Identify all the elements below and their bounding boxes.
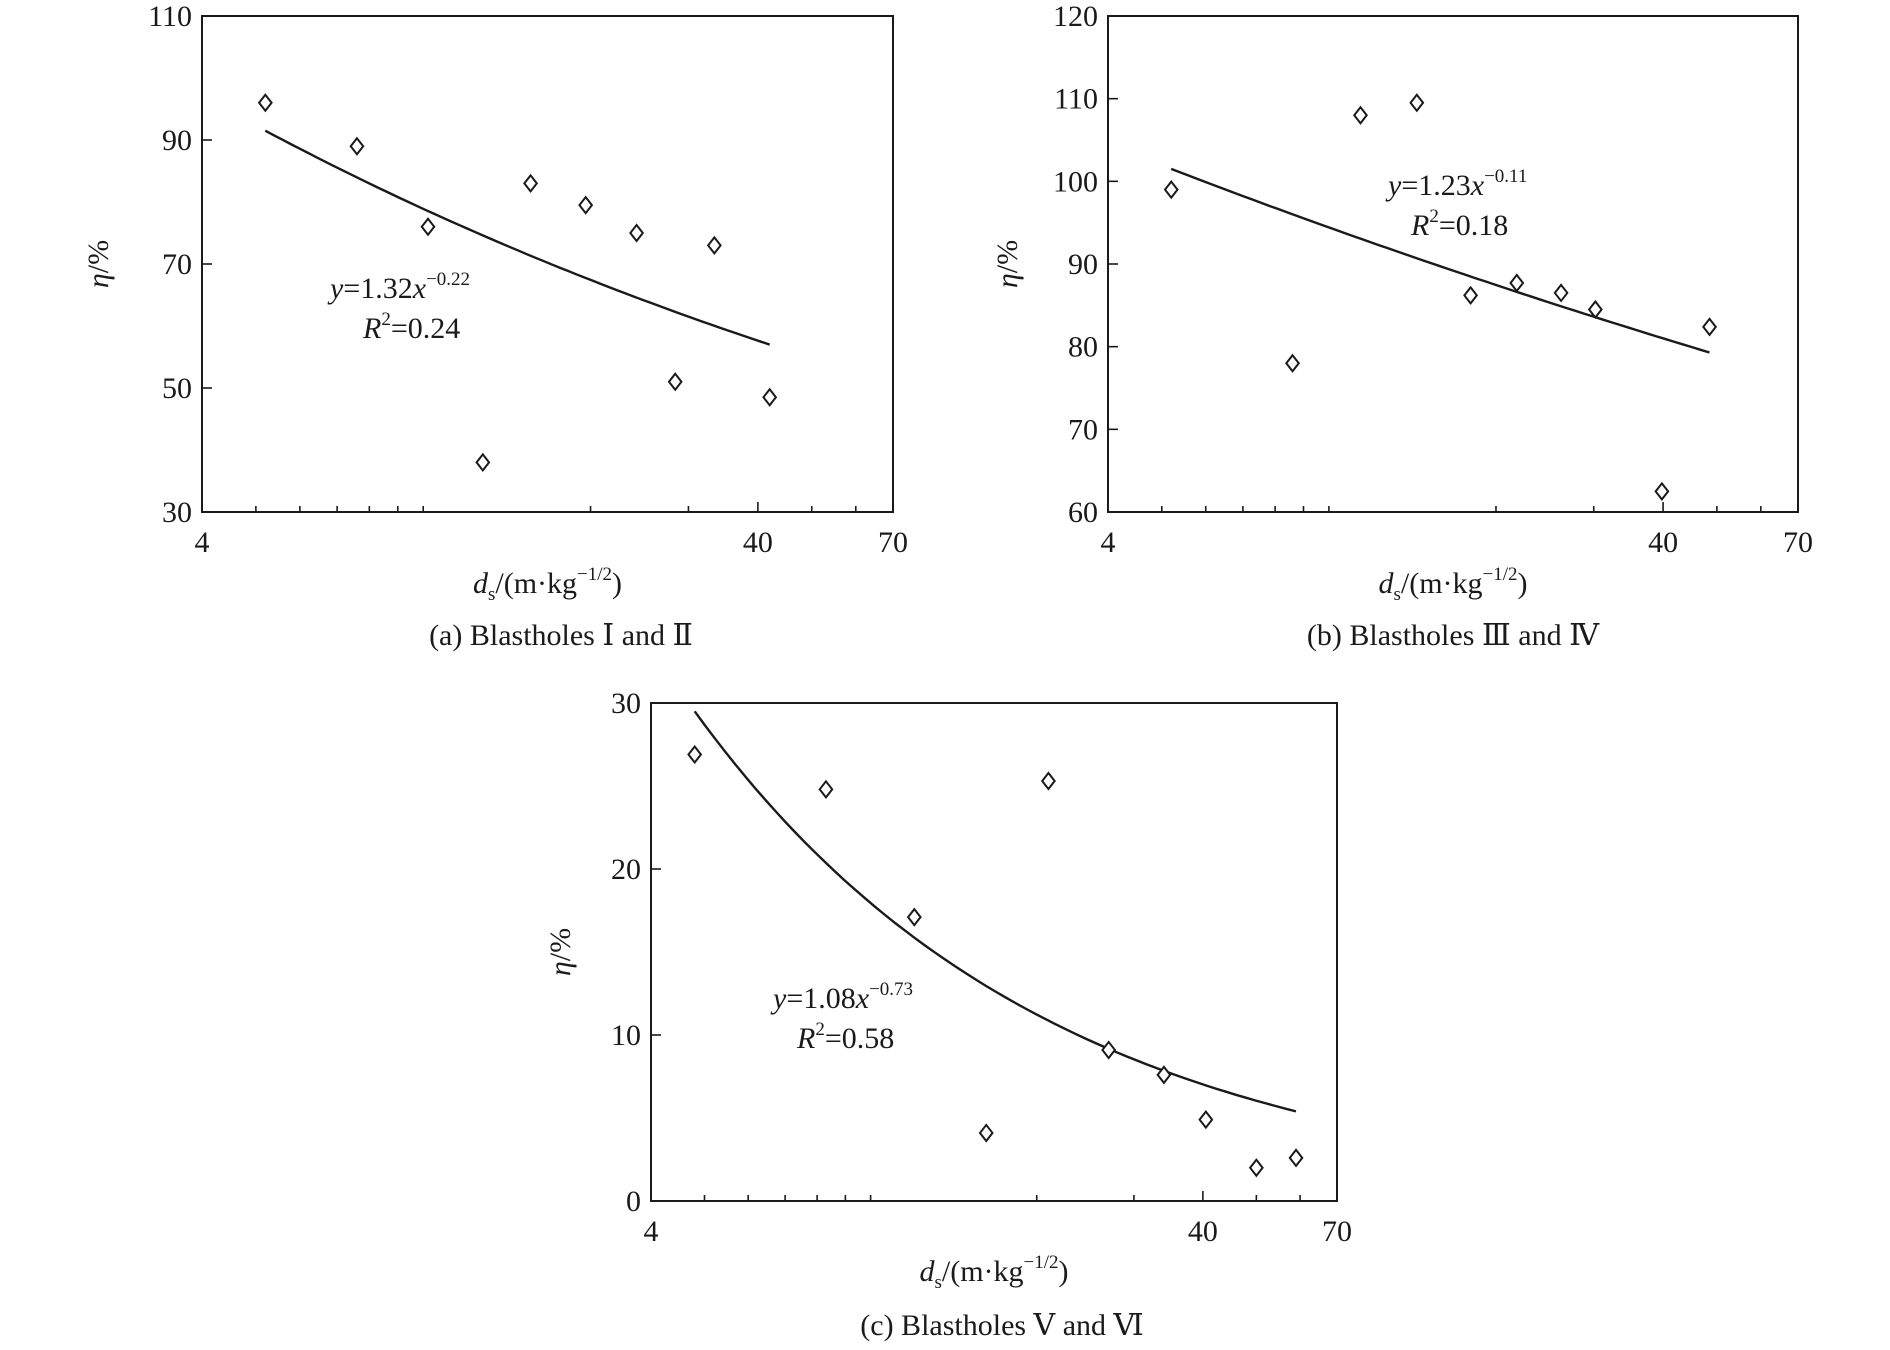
r-squared: R2=0.58 <box>796 1019 894 1055</box>
data-point-diamond <box>1409 93 1425 113</box>
y-tick-label: 30 <box>611 687 641 720</box>
x-tick-label: 4 <box>195 526 210 559</box>
data-point-diamond <box>1463 285 1479 306</box>
y-tick-label: 90 <box>1068 248 1098 281</box>
data-point-diamond <box>818 779 834 799</box>
data-point-diamond <box>1553 283 1569 303</box>
y-tick-label: 110 <box>148 0 192 33</box>
data-point-diamond <box>523 173 539 194</box>
data-point-diamond <box>629 223 645 243</box>
y-tick-label: 60 <box>1068 496 1098 529</box>
x-axis-label: ds/(m·kg−1/2) <box>1378 564 1527 605</box>
data-point-diamond <box>1101 1040 1117 1060</box>
data-point-diamond <box>475 452 491 473</box>
y-tick-label: 80 <box>1068 331 1098 364</box>
x-tick-label: 70 <box>878 526 908 559</box>
x-tick-label: 40 <box>1188 1215 1218 1248</box>
x-axis-label: ds/(m·kg−1/2) <box>473 564 622 605</box>
fit-curve <box>264 129 771 346</box>
y-axis-label: η/% <box>82 240 115 288</box>
data-point-diamond <box>349 136 365 156</box>
data-point-diamond <box>978 1123 994 1143</box>
y-tick-label: 20 <box>611 853 641 886</box>
y-tick-label: 70 <box>1068 413 1098 446</box>
data-point-diamond <box>1587 299 1603 320</box>
fit-equation: y=1.08x−0.73 <box>770 979 913 1015</box>
fit-equation: y=1.23x−0.11 <box>1385 166 1527 202</box>
data-point-diamond <box>1702 317 1718 337</box>
chart-panel-1: 4 40 70 30 50 70 90 110 y=1.32x−0.22 R2=0.24 ds/(m… <box>82 0 908 652</box>
y-tick-label: 100 <box>1053 165 1098 198</box>
y-axis-label: η/% <box>544 928 577 976</box>
data-point-diamond <box>762 387 778 407</box>
data-point-diamond <box>687 744 703 765</box>
panel-caption: (b) Blastholes Ⅲ and Ⅳ <box>1307 619 1600 652</box>
data-point-diamond <box>257 93 273 113</box>
fit-curve <box>1170 167 1710 354</box>
panel-caption: (a) Blastholes Ⅰ and Ⅱ <box>429 619 693 652</box>
y-axis-label: η/% <box>991 240 1024 288</box>
data-point-diamond <box>1163 179 1179 200</box>
x-tick-label: 40 <box>1648 526 1678 559</box>
y-tick-label: 90 <box>162 124 192 157</box>
y-tick-label: 10 <box>611 1019 641 1052</box>
fit-equation: y=1.32x−0.22 <box>327 269 470 305</box>
data-point-diamond <box>706 235 722 256</box>
data-point-diamond <box>1040 771 1056 791</box>
y-tick-label: 110 <box>1054 83 1098 116</box>
fit-curve <box>693 710 1297 1113</box>
y-tick-label: 0 <box>626 1185 641 1218</box>
panel-caption: (c) Blastholes Ⅴ and Ⅵ <box>860 1309 1143 1342</box>
x-tick-label: 4 <box>1101 526 1116 559</box>
chart-panel-3: 4 40 70 0 10 20 30 y=1.08x−0.73 R2=0.58 ds/(m·kg−… <box>544 687 1352 1342</box>
plot-frame <box>1107 15 1799 513</box>
x-axis-label: ds/(m·kg−1/2) <box>919 1252 1068 1293</box>
data-point-diamond <box>1654 481 1670 501</box>
r-squared: R2=0.24 <box>362 309 460 345</box>
data-point-diamond <box>1198 1110 1214 1130</box>
x-tick-label: 40 <box>743 526 773 559</box>
x-tick-label: 70 <box>1783 526 1813 559</box>
y-tick-label: 120 <box>1053 0 1098 33</box>
y-tick-label: 30 <box>162 496 192 529</box>
x-tick-label: 4 <box>644 1215 659 1248</box>
data-point-diamond <box>1352 105 1368 125</box>
x-tick-label: 70 <box>1322 1215 1352 1248</box>
data-point-diamond <box>1285 353 1301 373</box>
data-point-diamond <box>1288 1148 1304 1168</box>
data-point-diamond <box>667 372 683 392</box>
data-point-diamond <box>1248 1158 1264 1178</box>
plot-frame <box>650 702 1338 1202</box>
data-point-diamond <box>578 195 594 215</box>
y-tick-label: 70 <box>162 248 192 281</box>
data-point-diamond <box>420 217 436 237</box>
data-point-diamond <box>1509 273 1525 293</box>
y-tick-label: 50 <box>162 372 192 405</box>
chart-panel-2: 4 40 70 60 70 80 90 100 110 120 y=1.23x−0.11 R2=0.1… <box>991 0 1813 652</box>
data-point-diamond <box>906 907 922 927</box>
r-squared: R2=0.18 <box>1410 206 1508 242</box>
data-point-diamond <box>1156 1065 1172 1085</box>
